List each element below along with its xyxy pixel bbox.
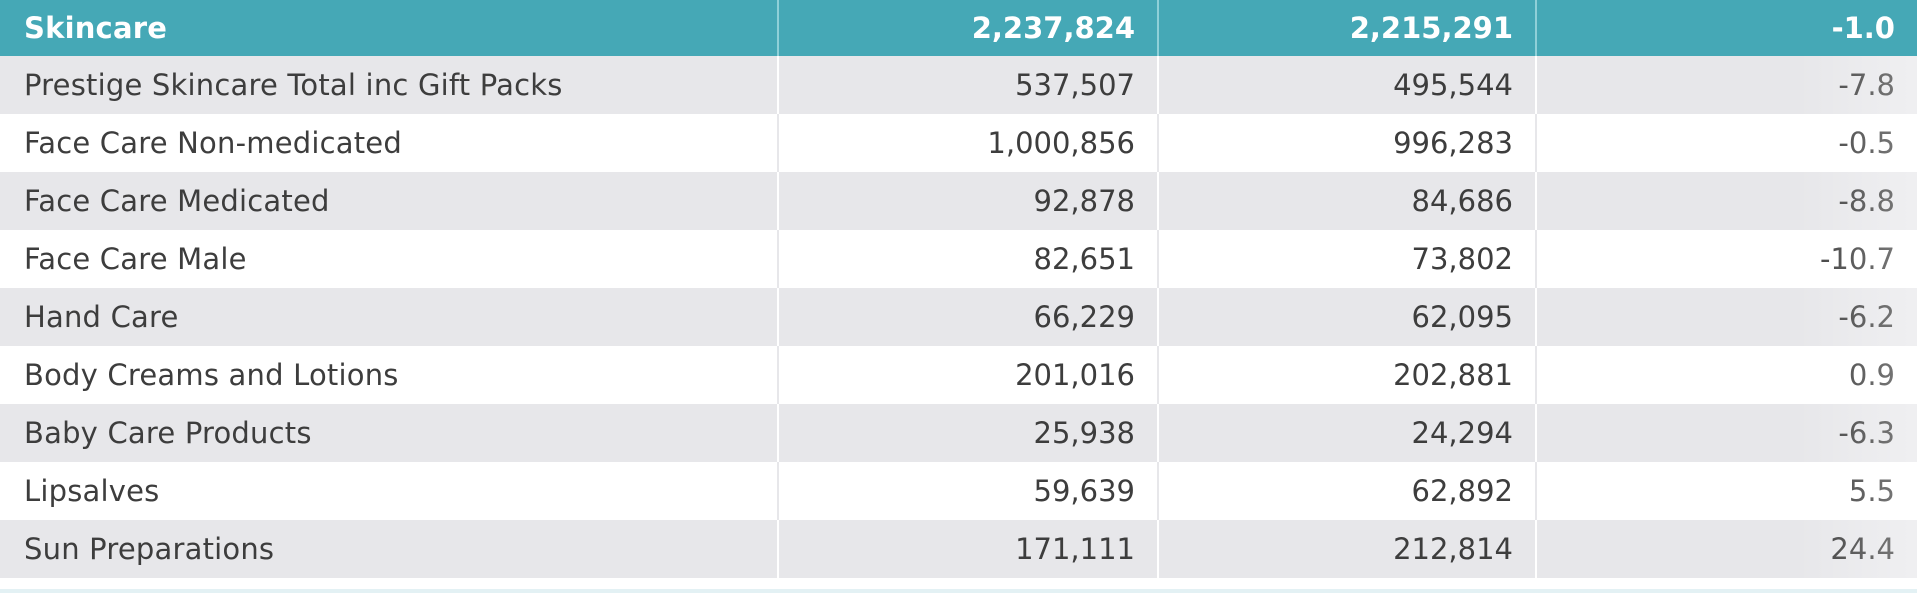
row-value-col4: -10.7 xyxy=(1536,230,1917,288)
skincare-table-container: Skincare 2,237,824 2,215,291 -1.0 Presti… xyxy=(0,0,1917,578)
header-value-col3: 2,215,291 xyxy=(1158,0,1537,56)
row-value-col2: 171,111 xyxy=(778,520,1159,578)
table-row: Face Care Non-medicated 1,000,856 996,28… xyxy=(0,114,1917,172)
row-value-col4: -7.8 xyxy=(1536,56,1917,114)
header-value-col2: 2,237,824 xyxy=(778,0,1159,56)
row-label: Body Creams and Lotions xyxy=(0,346,779,404)
header-value-col4: -1.0 xyxy=(1536,0,1917,56)
table-row: Lipsalves 59,639 62,892 5.5 xyxy=(0,462,1917,520)
row-value-col4: -6.3 xyxy=(1536,404,1917,462)
row-value-col4: 5.5 xyxy=(1536,462,1917,520)
row-value-col2: 82,651 xyxy=(778,230,1159,288)
row-value-col3: 84,686 xyxy=(1158,172,1537,230)
table-row: Hand Care 66,229 62,095 -6.2 xyxy=(0,288,1917,346)
table-row: Face Care Male 82,651 73,802 -10.7 xyxy=(0,230,1917,288)
row-label: Face Care Non-medicated xyxy=(0,114,779,172)
row-label: Sun Preparations xyxy=(0,520,779,578)
skincare-table: Skincare 2,237,824 2,215,291 -1.0 Presti… xyxy=(0,0,1917,578)
row-value-col4: -6.2 xyxy=(1536,288,1917,346)
bottom-divider xyxy=(0,589,1917,593)
row-value-col3: 24,294 xyxy=(1158,404,1537,462)
row-value-col2: 92,878 xyxy=(778,172,1159,230)
row-value-col4: 0.9 xyxy=(1536,346,1917,404)
row-value-col2: 201,016 xyxy=(778,346,1159,404)
row-label: Prestige Skincare Total inc Gift Packs xyxy=(0,56,779,114)
row-value-col4: -0.5 xyxy=(1536,114,1917,172)
row-label: Baby Care Products xyxy=(0,404,779,462)
table-row: Body Creams and Lotions 201,016 202,881 … xyxy=(0,346,1917,404)
row-value-col4: 24.4 xyxy=(1536,520,1917,578)
row-value-col2: 59,639 xyxy=(778,462,1159,520)
table-header-row: Skincare 2,237,824 2,215,291 -1.0 xyxy=(0,0,1917,56)
table-row: Prestige Skincare Total inc Gift Packs 5… xyxy=(0,56,1917,114)
table-row: Face Care Medicated 92,878 84,686 -8.8 xyxy=(0,172,1917,230)
row-label: Hand Care xyxy=(0,288,779,346)
row-value-col2: 25,938 xyxy=(778,404,1159,462)
row-label: Face Care Male xyxy=(0,230,779,288)
row-value-col2: 537,507 xyxy=(778,56,1159,114)
table-row: Baby Care Products 25,938 24,294 -6.3 xyxy=(0,404,1917,462)
row-value-col2: 1,000,856 xyxy=(778,114,1159,172)
row-label: Lipsalves xyxy=(0,462,779,520)
row-value-col3: 62,095 xyxy=(1158,288,1537,346)
row-label: Face Care Medicated xyxy=(0,172,779,230)
row-value-col2: 66,229 xyxy=(778,288,1159,346)
row-value-col3: 996,283 xyxy=(1158,114,1537,172)
row-value-col4: -8.8 xyxy=(1536,172,1917,230)
table-row: Sun Preparations 171,111 212,814 24.4 xyxy=(0,520,1917,578)
header-category-label: Skincare xyxy=(0,0,779,56)
row-value-col3: 212,814 xyxy=(1158,520,1537,578)
row-value-col3: 62,892 xyxy=(1158,462,1537,520)
row-value-col3: 495,544 xyxy=(1158,56,1537,114)
row-value-col3: 73,802 xyxy=(1158,230,1537,288)
row-value-col3: 202,881 xyxy=(1158,346,1537,404)
